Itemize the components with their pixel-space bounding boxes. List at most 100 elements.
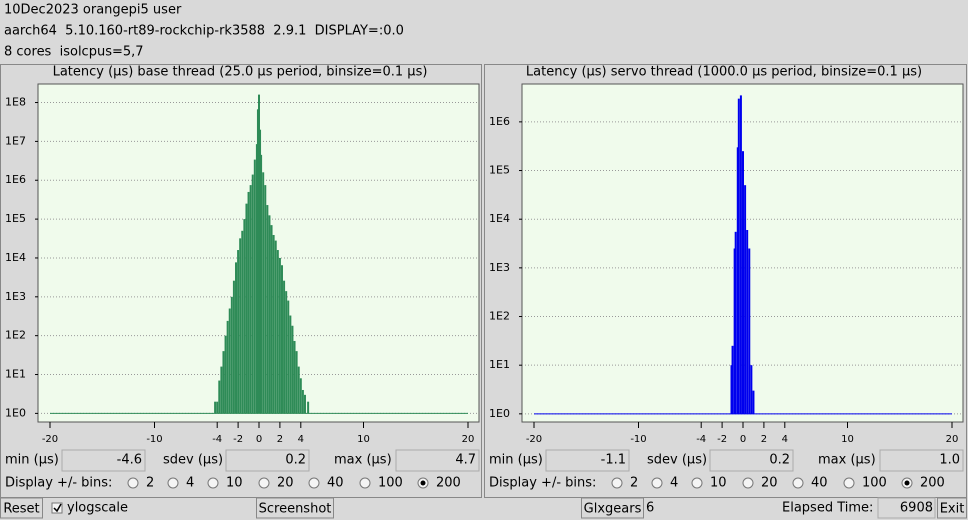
bar [259, 129, 262, 414]
stat-label: max (µs) [334, 453, 392, 468]
radio-label[interactable]: 200 [436, 476, 461, 491]
radio-label[interactable]: 40 [327, 476, 344, 491]
checkbox-label[interactable]: ylogscale [67, 501, 128, 516]
radio[interactable] [167, 477, 179, 489]
radio-dot [420, 480, 426, 486]
bar [264, 185, 267, 414]
bar [742, 151, 744, 414]
radio-label[interactable]: 4 [186, 476, 194, 491]
bar [253, 159, 256, 414]
bar [733, 248, 736, 414]
stat-box [879, 449, 964, 472]
x-tick-label: -20 [526, 434, 542, 445]
bar [270, 225, 273, 414]
x-tick-label: -4 [696, 434, 706, 445]
bar [295, 351, 298, 414]
bar [274, 240, 277, 414]
radio[interactable] [742, 477, 754, 489]
bins-label: Display +/- bins: [5, 476, 112, 491]
button-label[interactable]: Screenshot [259, 502, 332, 517]
elapsed-label: Elapsed Time: [782, 501, 873, 516]
radio[interactable] [258, 477, 270, 489]
radio[interactable] [651, 477, 663, 489]
stat-value: 4.7 [455, 453, 476, 468]
stat-label: sdev (µs) [163, 453, 223, 468]
x-tick-label: 0 [256, 434, 262, 445]
radio-label[interactable]: 4 [670, 476, 678, 491]
panel [0, 64, 482, 498]
x-tick-label: 10 [841, 434, 854, 445]
bar [220, 366, 223, 414]
bar [276, 250, 279, 414]
stat-value: 0.2 [769, 453, 790, 468]
radio-label[interactable]: 2 [146, 476, 154, 491]
radio-label[interactable]: 2 [630, 476, 638, 491]
y-tick-label: 1E5 [5, 212, 26, 225]
bar [750, 365, 753, 414]
radio-label[interactable]: 100 [862, 476, 887, 491]
bar [226, 320, 229, 414]
stat-value: -4.6 [117, 453, 142, 468]
checkmark [53, 503, 62, 513]
y-tick-label: 1E1 [5, 368, 26, 381]
header-line: 10Dec2023 orangepi5 user [4, 3, 182, 18]
radio-label[interactable]: 10 [710, 476, 727, 491]
bar [239, 238, 242, 414]
radio[interactable] [611, 477, 623, 489]
button[interactable] [937, 497, 967, 519]
bar [307, 401, 310, 414]
checkbox[interactable] [51, 502, 63, 514]
bar [255, 144, 258, 414]
chart-title: Latency (µs) servo thread (1000.0 µs per… [526, 65, 922, 80]
stat-value: 1.0 [939, 453, 960, 468]
bar [222, 351, 225, 414]
radio[interactable] [792, 477, 804, 489]
button[interactable] [256, 497, 334, 519]
radio-label[interactable]: 100 [378, 476, 403, 491]
bar [739, 95, 742, 414]
stat-box [709, 449, 794, 472]
bar [731, 345, 734, 414]
bins-label: Display +/- bins: [489, 476, 596, 491]
radio-label[interactable]: 10 [226, 476, 243, 491]
stat-value: 0.2 [285, 453, 306, 468]
x-tick-label: 2 [277, 434, 283, 445]
bar [260, 154, 263, 414]
bar [752, 390, 755, 414]
button[interactable] [581, 497, 644, 519]
bar [280, 265, 283, 414]
radio[interactable] [207, 477, 219, 489]
radio[interactable] [843, 477, 855, 489]
y-tick-label: 1E4 [5, 251, 26, 264]
button-label[interactable]: Reset [3, 502, 39, 517]
x-tick-label: 0 [740, 434, 746, 445]
radio-label[interactable]: 20 [761, 476, 778, 491]
bar [730, 365, 733, 414]
bar [303, 394, 306, 414]
radio[interactable] [359, 477, 371, 489]
y-tick-label: 1E7 [5, 134, 26, 147]
button[interactable] [0, 497, 43, 519]
y-tick-label: 1E4 [489, 212, 510, 225]
radio[interactable] [691, 477, 703, 489]
x-tick-label: -10 [146, 434, 162, 445]
button-label[interactable]: Exit [940, 502, 965, 517]
y-tick-label: 1E8 [5, 96, 26, 109]
bar [268, 215, 271, 414]
elapsed-value: 6908 [900, 501, 933, 516]
y-tick-label: 1E2 [5, 329, 26, 342]
bar [272, 234, 275, 414]
radio[interactable] [308, 477, 320, 489]
radio-label[interactable]: 40 [811, 476, 828, 491]
stat-box [545, 449, 630, 472]
radio-label[interactable]: 200 [920, 476, 945, 491]
y-tick-label: 1E6 [489, 115, 510, 128]
bar [235, 262, 238, 414]
stat-value: -1.1 [601, 453, 626, 468]
glxgears-count: 6 [646, 501, 654, 516]
radio-label[interactable]: 20 [277, 476, 294, 491]
button-label[interactable]: Glxgears [584, 502, 642, 517]
radio[interactable] [127, 477, 139, 489]
bar [285, 291, 288, 414]
bar [232, 280, 235, 414]
